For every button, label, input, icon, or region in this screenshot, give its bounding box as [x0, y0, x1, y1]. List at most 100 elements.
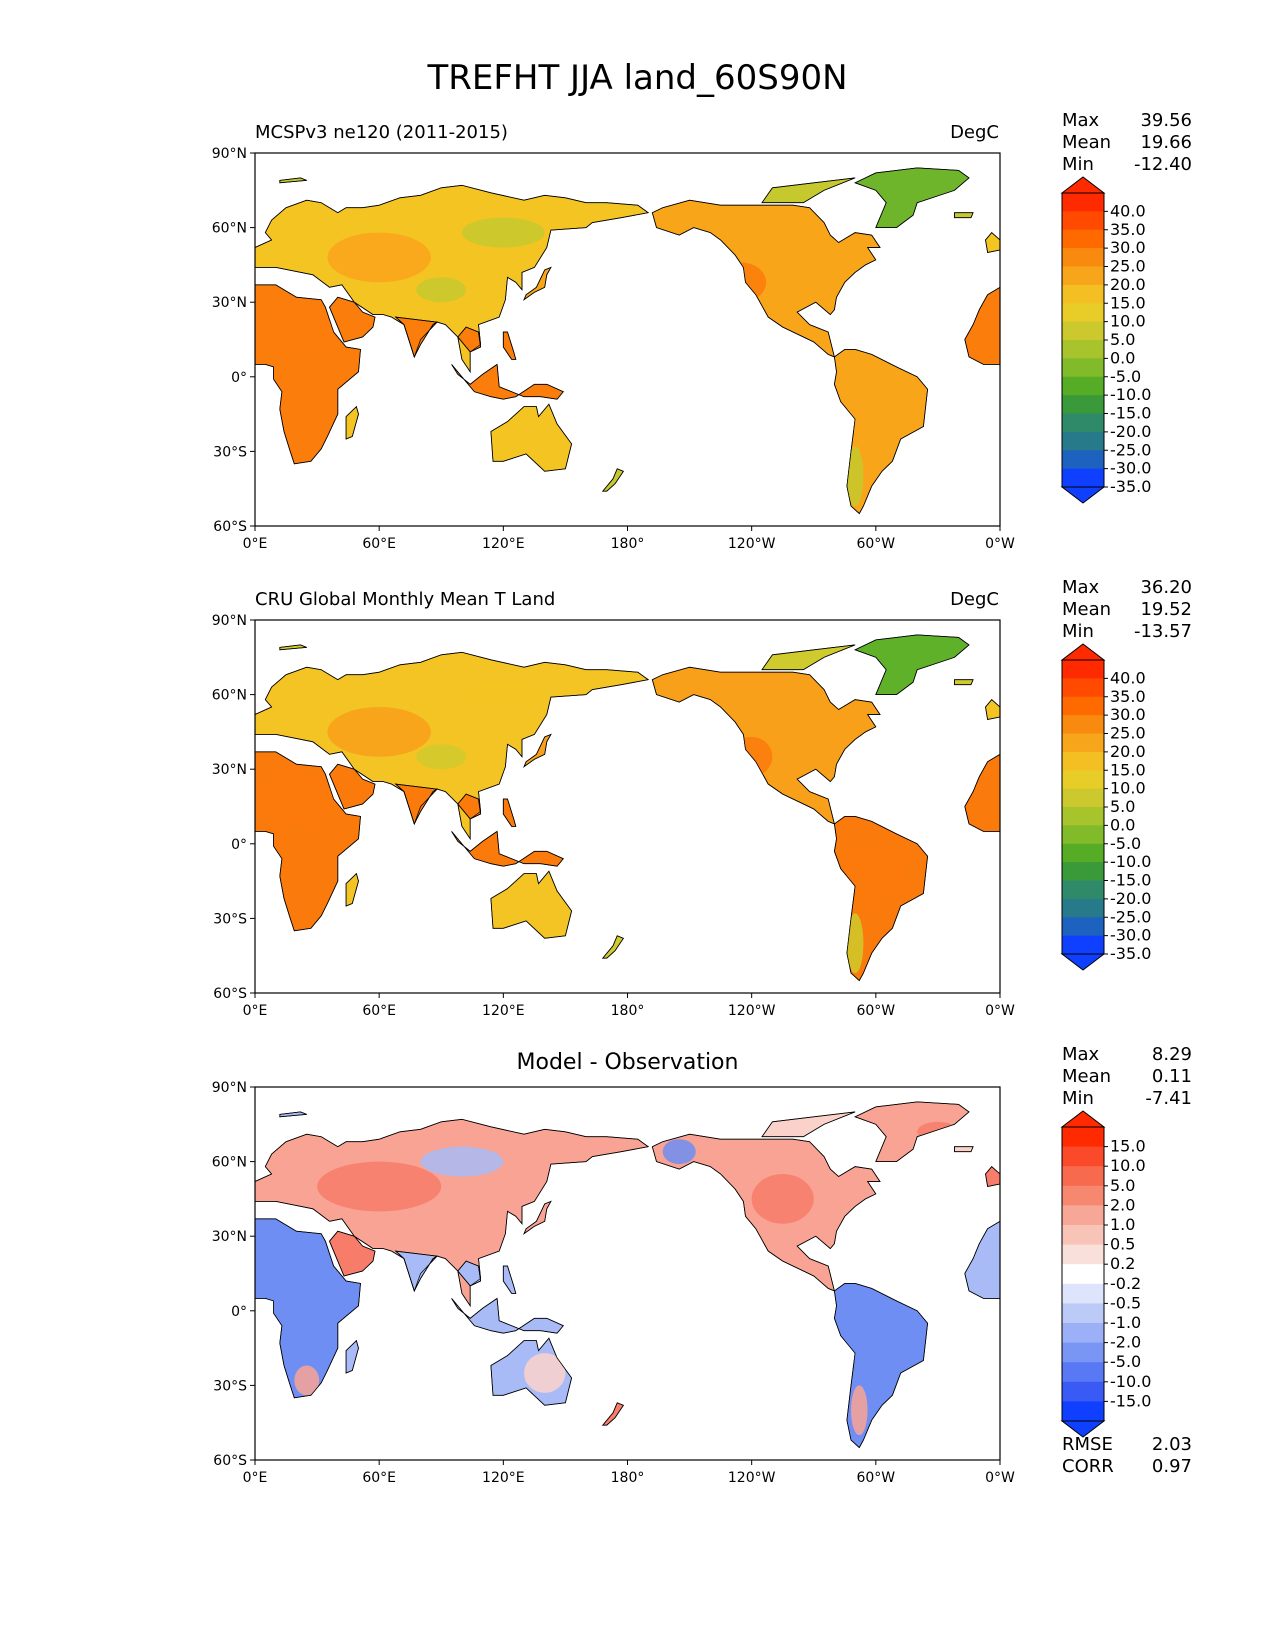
coastline	[329, 1230, 376, 1277]
coastline	[255, 284, 361, 465]
coastline	[523, 733, 552, 768]
colorbar-swatch	[1062, 862, 1104, 881]
colorbar-extend-max	[1060, 643, 1106, 661]
colorbar-swatch	[1062, 431, 1104, 451]
stat-max: Max 39.56	[1062, 110, 1192, 131]
colorbar-label: 25.0	[1110, 257, 1146, 276]
coastline	[601, 1402, 624, 1426]
field-patch	[846, 848, 905, 899]
stat-min: Min -7.41	[1062, 1088, 1192, 1109]
colorbar-label: 35.0	[1110, 220, 1146, 239]
map-model: 90°N 60°N 30°N 0° 30°S 60°S0°E 60°E 120°E 180° 12…	[212, 146, 1152, 552]
colorbar-swatch	[1062, 468, 1104, 488]
colorbar-swatch	[1062, 1185, 1104, 1206]
lon-tick-label: 60°W	[856, 536, 895, 552]
colorbar-swatch	[1062, 193, 1104, 212]
colorbar-swatch	[1062, 1283, 1104, 1304]
coastline	[834, 349, 928, 515]
lat-tick-label: 60°S	[213, 519, 247, 535]
lon-tick-label: 0°E	[243, 1003, 268, 1019]
lat-tick-label: 90°N	[212, 613, 247, 629]
coastline	[954, 679, 974, 686]
colorbar-label: 30.0	[1110, 705, 1146, 724]
colorbar-swatch	[1062, 678, 1104, 698]
coastline	[490, 870, 572, 939]
coastline	[985, 699, 1000, 720]
colorbar-label: 10.0	[1110, 1156, 1146, 1175]
coastline	[954, 1146, 974, 1153]
coastline	[394, 316, 439, 358]
colorbar-swatch	[1062, 1166, 1104, 1187]
field-patch	[265, 1248, 328, 1324]
colorbar-label: 30.0	[1110, 238, 1146, 257]
colorbar-label: -1.0	[1110, 1313, 1141, 1332]
lat-tick-label: 60°S	[213, 986, 247, 1002]
colorbar-swatch	[1062, 770, 1104, 790]
colorbar-swatch	[1062, 1303, 1104, 1324]
colorbar-swatch	[1062, 266, 1104, 286]
field-patch	[416, 277, 467, 303]
lat-tick-label: 60°S	[213, 1453, 247, 1469]
panel-diff: Model - Observation 90°N 60°N 30°N 0° 30°S 60…	[0, 1044, 1275, 1514]
colorbar-label: -20.0	[1110, 422, 1151, 441]
lon-tick-label: 180°	[611, 1470, 645, 1486]
field-patches	[259, 652, 959, 974]
colorbar-label: -10.0	[1110, 385, 1151, 404]
panel-units: DegC	[950, 589, 999, 610]
lon-tick-label: 120°E	[482, 536, 525, 552]
field-patch	[327, 707, 431, 757]
coastline	[523, 1200, 552, 1235]
colorbar-extend-min	[1060, 486, 1106, 504]
coastline	[329, 296, 376, 343]
coastline	[490, 403, 572, 472]
landmass-iceland	[954, 212, 974, 219]
colorbar-label: -25.0	[1110, 907, 1151, 926]
lon-tick-label: 0°W	[985, 1003, 1015, 1019]
colorbar-swatch	[1062, 1381, 1104, 1402]
coastline	[457, 326, 481, 353]
coastline	[255, 1218, 361, 1399]
lon-tick-label: 0°E	[243, 536, 268, 552]
field-patch	[846, 913, 864, 974]
colorbar-label: 15.0	[1110, 293, 1146, 312]
lon-tick-label: 120°E	[482, 1003, 525, 1019]
stat-max: Max 8.29	[1062, 1044, 1192, 1065]
metric-corr: CORR 0.97	[1062, 1456, 1192, 1477]
stat-min: Min -12.40	[1062, 154, 1192, 175]
lat-tick-label: 60°N	[212, 1155, 247, 1171]
panel-title-center: Model - Observation	[516, 1050, 739, 1075]
coastline	[985, 1166, 1000, 1187]
colorbar-extend-max	[1060, 176, 1106, 194]
lon-tick-label: 120°W	[728, 536, 776, 552]
coastline	[345, 872, 359, 907]
landmass-iceland	[954, 1146, 974, 1153]
colorbar-label: 0.5	[1110, 1235, 1135, 1254]
coastline	[854, 167, 970, 228]
coastline	[345, 1339, 359, 1374]
stat-min: Min -13.57	[1062, 621, 1192, 642]
colorbar-frame	[1061, 1126, 1105, 1422]
coastline	[490, 1337, 572, 1406]
figure-title: TREFHT JJA land_60S90N	[427, 58, 848, 98]
coastline	[761, 1111, 856, 1138]
stat-max: Max 36.20	[1062, 577, 1192, 598]
coastline	[279, 644, 307, 651]
colorbar-swatch	[1062, 807, 1104, 826]
land-layer	[255, 153, 1000, 526]
lon-tick-label: 0°W	[985, 536, 1015, 552]
lat-tick-label: 30°N	[212, 1229, 247, 1245]
lat-tick-label: 30°S	[213, 444, 247, 460]
colorbar-label: 15.0	[1110, 1137, 1146, 1156]
colorbar-label: -10.0	[1110, 852, 1151, 871]
colorbar-swatch	[1062, 229, 1104, 249]
lon-tick-label: 120°E	[482, 1470, 525, 1486]
panel-obs: CRU Global Monthly Mean T Land DegC 90°N…	[0, 577, 1275, 1047]
colorbar-swatch	[1062, 935, 1104, 955]
colorbar-label: -15.0	[1110, 404, 1151, 423]
colorbar-swatch	[1062, 284, 1104, 304]
field-patch	[259, 307, 334, 357]
coastline	[394, 1250, 439, 1292]
colorbar-swatch	[1062, 843, 1104, 863]
lat-tick-label: 0°	[231, 837, 247, 853]
colorbar-swatch	[1062, 395, 1104, 414]
